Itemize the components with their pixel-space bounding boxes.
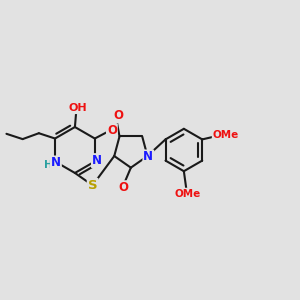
Text: OMe: OMe — [174, 189, 200, 199]
Text: OMe: OMe — [213, 130, 239, 140]
Text: O: O — [113, 109, 123, 122]
Text: O: O — [118, 181, 128, 194]
Text: N: N — [51, 157, 61, 169]
Text: N: N — [92, 154, 102, 167]
Text: N: N — [143, 150, 153, 164]
Text: O: O — [107, 124, 117, 137]
Text: OH: OH — [68, 103, 87, 113]
Text: H: H — [44, 160, 53, 170]
Text: S: S — [88, 179, 98, 192]
